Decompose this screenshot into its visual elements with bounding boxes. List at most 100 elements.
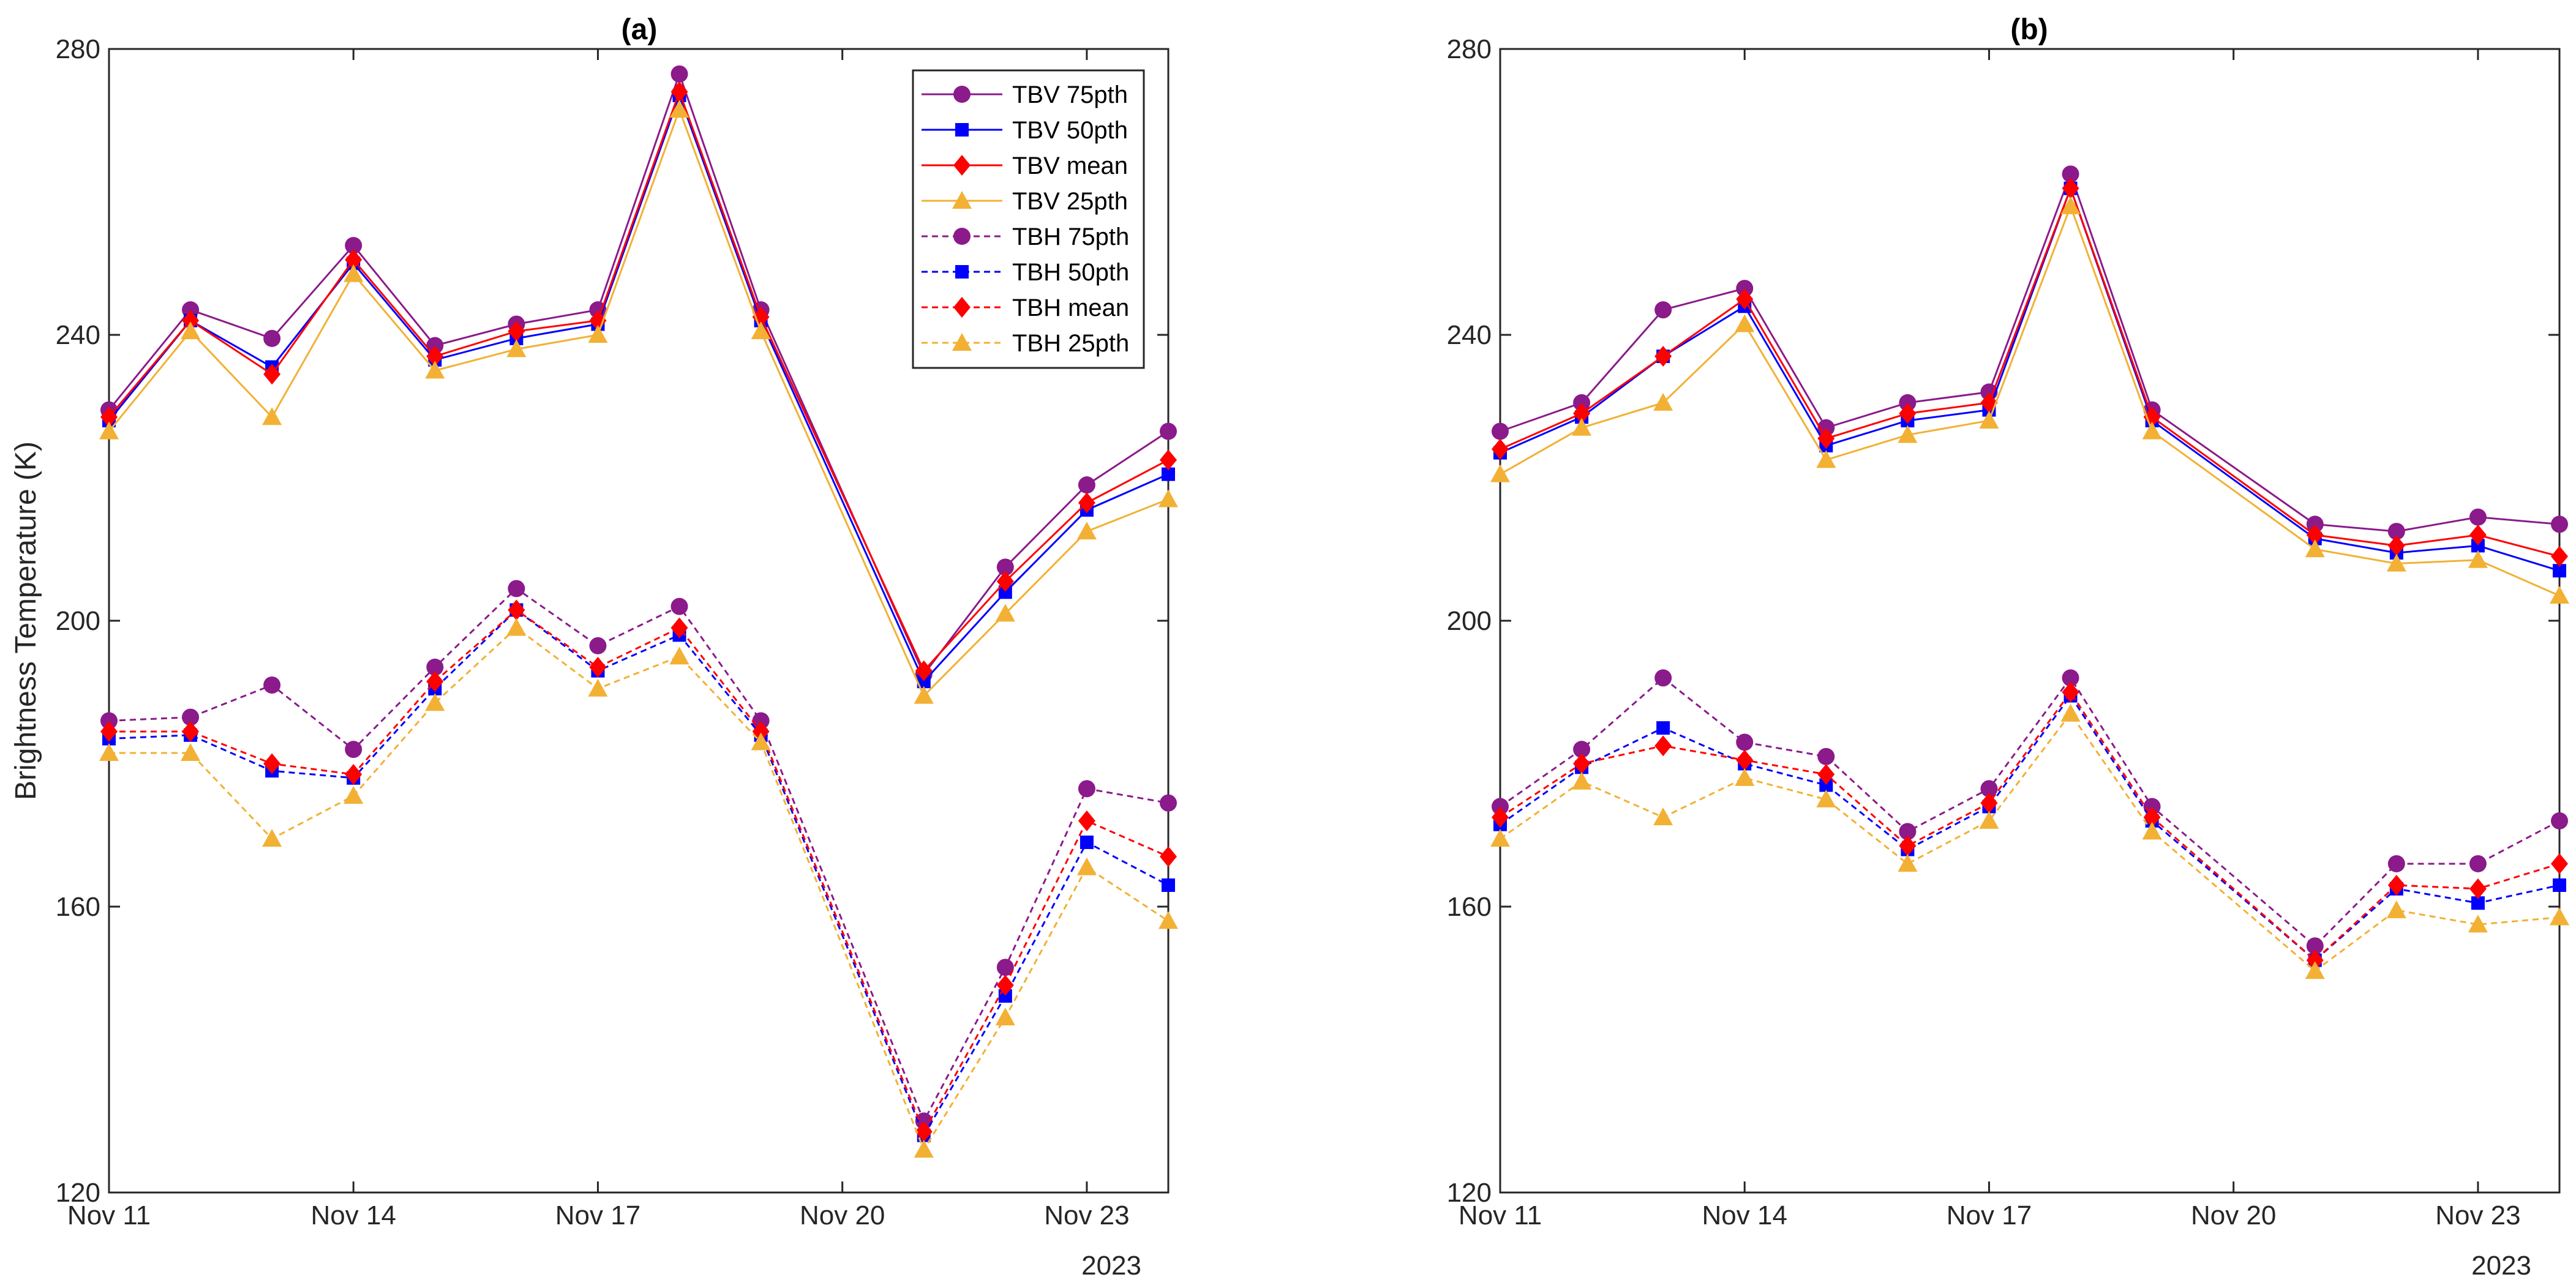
data-point [1078,492,1095,514]
data-point [1979,811,1999,829]
panel-a-series-tbh-75pth [100,580,1177,1130]
data-point [182,310,200,331]
data-point [262,407,282,425]
data-point [1160,449,1177,471]
data-point [669,646,689,665]
data-point [425,361,445,379]
data-point [2387,874,2405,896]
data-point [1653,392,1673,411]
data-point [996,959,1014,976]
y-axis-label: Brightness Temperature (K) [10,441,42,800]
data-point [2306,949,2324,971]
panel-a-y-tick-label: 240 [56,320,100,350]
data-point [344,786,364,804]
data-point [2469,524,2487,545]
data-point [2143,406,2161,428]
panel-b-y-tick-label: 280 [1447,34,1492,64]
data-point [2142,822,2162,840]
legend: TBV 75pth TBV 50pth TBV mean TBV 25pth TBH 7… [912,69,1145,369]
data-point [1158,911,1178,929]
data-point [1573,394,1591,411]
data-point [2550,586,2569,604]
series-line [1500,694,2560,962]
data-point [1899,823,1917,841]
data-point [263,676,281,694]
data-point [345,741,362,758]
data-point [1653,807,1673,826]
data-point [1158,489,1178,507]
legend-label: TBH 25pth [1012,330,1129,357]
data-point [589,656,607,678]
legend-label: TBV 75pth [1012,81,1128,108]
data-point [2060,703,2081,722]
data-point [1656,721,1670,735]
data-point [181,743,201,761]
data-point [1573,741,1591,758]
data-point [996,558,1014,576]
data-point [508,580,525,597]
data-point [1817,747,1835,765]
panel-a-y-tick-label: 160 [56,892,100,922]
data-point [995,1007,1015,1025]
series-line [109,626,1169,1152]
panel-a-series-tbh-mean [100,599,1177,1142]
legend-box [912,69,1145,369]
data-point [426,671,444,692]
legend-entry-tbh-50pth: TBH 50pth [922,259,1129,286]
data-point [914,1139,934,1158]
panel-b-series-tbh-75pth [1492,669,2568,955]
data-point [1735,314,1755,332]
data-point [2471,539,2485,553]
data-point [2469,878,2487,899]
panel-a-series-tbh-25pth [99,618,1178,1158]
legend-marker [953,86,971,103]
data-point [2142,421,2162,440]
legend-label: TBV 50pth [1012,117,1128,144]
data-point [1899,835,1917,856]
data-point [917,675,931,689]
panel-a-year-label: 2023 [1081,1251,1141,1281]
legend-entry-tbv-75pth: TBV 75pth [922,81,1128,108]
data-point [100,712,118,730]
data-point [1819,778,1833,792]
legend-label: TBH mean [1012,294,1129,321]
data-point [182,721,200,742]
data-point [506,618,527,636]
data-point [1736,288,1754,310]
data-point [588,678,608,697]
data-point [1078,476,1095,494]
data-point [99,743,119,761]
data-point [670,65,688,83]
data-point [99,421,119,440]
data-point [2062,681,2079,703]
panel-b-y-tick-label: 160 [1447,892,1492,922]
data-point [1076,522,1097,540]
data-point [1492,807,1509,828]
panel-b: (b) 2023 120 160 200 240 280 Nov 11 Nov 14 Nov … [1447,13,2569,1281]
data-point [2386,900,2406,918]
data-point [2143,807,2161,828]
data-point [2471,896,2485,910]
data-point [1980,792,1998,814]
data-point [345,249,362,271]
panel-b-series-tbv-25pth [1490,196,2569,604]
data-point [1162,467,1175,481]
data-point [2468,550,2488,568]
legend-entry-tbv-50pth: TBV 50pth [922,117,1128,144]
data-point [345,237,362,255]
data-point [2387,523,2405,541]
panel-a-x-tick-label: Nov 23 [1044,1200,1129,1230]
data-point [589,637,607,654]
panel-a-y-tick-label: 200 [56,606,100,636]
data-point [1492,438,1509,460]
data-point [2060,196,2081,214]
data-point [1980,780,1998,798]
data-point [2306,937,2324,955]
panel-b-series-tbh-50pth [1493,689,2566,967]
data-point [2551,812,2568,829]
panel-a-y-tick-label: 280 [56,34,100,64]
data-point [2306,524,2324,545]
data-point [670,81,688,103]
data-point [2551,853,2568,874]
data-point [1572,771,1592,790]
